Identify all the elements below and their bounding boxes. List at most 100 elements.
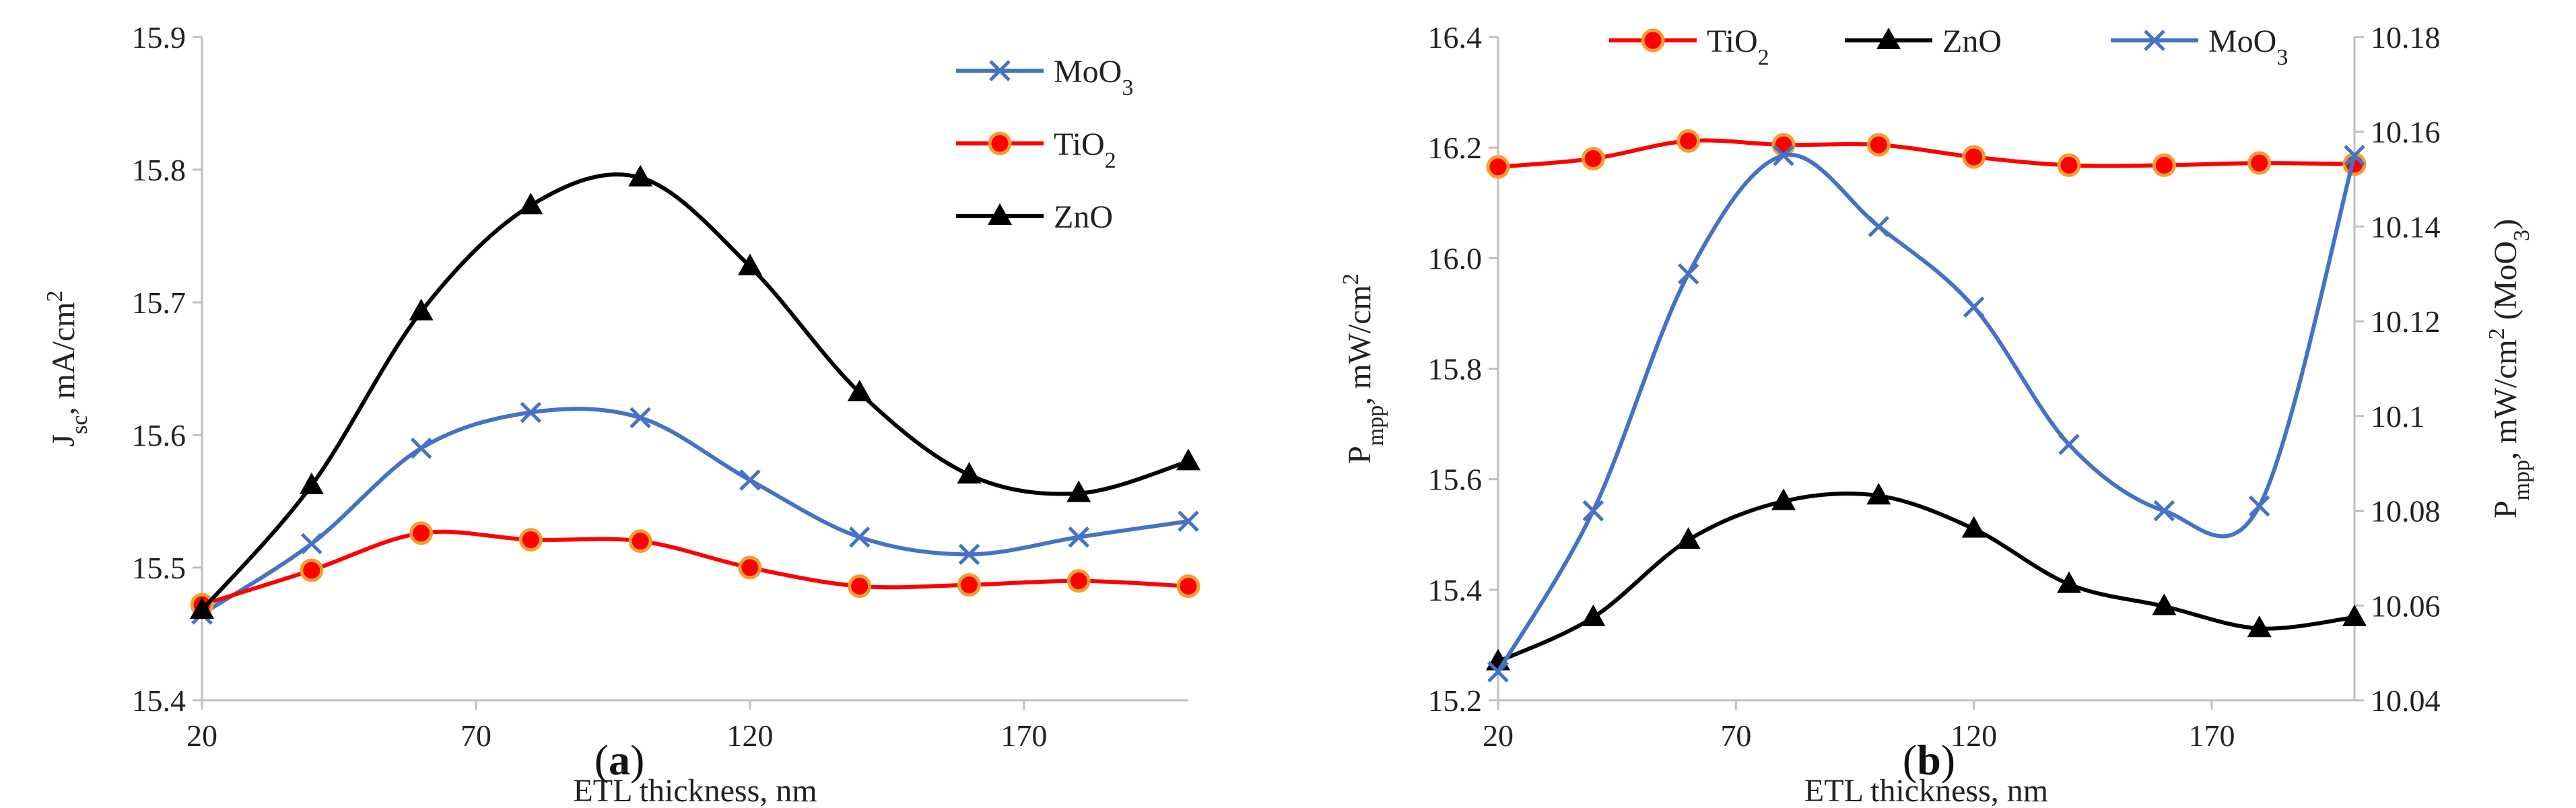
legend-label-moo3: MoO3 xyxy=(1054,54,1133,100)
legend-marker-tio2 xyxy=(1641,28,1665,53)
legend-label-tio2: TiO2 xyxy=(1707,24,1769,70)
data-point-moo3 xyxy=(739,469,761,491)
y2-axis-label: Pmpp, mW/cm2 (MoO3) xyxy=(2484,219,2534,518)
legend-item-moo3: MoO3 xyxy=(956,54,1133,100)
y2-tick-label: 10.12 xyxy=(2371,304,2441,339)
y-tick-label: 16.0 xyxy=(1428,241,1483,275)
chart-panel-a: 15.4 15.5 15.6 15.7 15.8 15.9 20 70 120 170 ETL th… xyxy=(42,20,1200,808)
y2-tick-label: 10.1 xyxy=(2371,399,2425,434)
legend-marker-moo3 xyxy=(989,60,1011,81)
x-axis-label: ETL thickness, nm xyxy=(1804,773,2048,808)
data-point-zno xyxy=(190,597,214,619)
data-point-moo3 xyxy=(958,543,980,566)
x-tick-label: 170 xyxy=(1001,718,1047,753)
y-tick-label: 15.4 xyxy=(132,683,187,718)
panel-caption: (b) xyxy=(1903,736,1955,784)
legend-label-moo3: MoO3 xyxy=(2208,24,2288,70)
series-tio2 xyxy=(190,521,1200,617)
y2-tick-label: 10.18 xyxy=(2371,20,2441,55)
data-point-zno xyxy=(1866,483,1891,505)
y-tick-label: 15.5 xyxy=(132,551,187,585)
data-point-tio2 xyxy=(518,528,543,552)
legend-item-zno: ZnO xyxy=(1845,24,2002,59)
y-tick-label: 15.6 xyxy=(1428,463,1483,497)
y2-tick-label: 10.04 xyxy=(2371,683,2441,718)
y-tick-label: 16.2 xyxy=(1428,131,1483,165)
data-point-moo3 xyxy=(2344,145,2365,166)
data-point-tio2 xyxy=(2152,153,2176,177)
series-zno xyxy=(1486,483,2367,671)
series-line-zno xyxy=(1497,491,2355,664)
data-point-zno xyxy=(628,164,653,187)
data-point-tio2 xyxy=(848,574,872,599)
x-tick-label: 20 xyxy=(1483,718,1514,753)
y-tick-label: 15.8 xyxy=(1428,352,1483,386)
legend-marker-zno xyxy=(988,203,1012,225)
data-point-moo3 xyxy=(1582,500,1604,522)
series-line-moo3 xyxy=(201,407,1189,616)
series-line-tio2 xyxy=(201,529,1189,607)
data-point-zno xyxy=(1676,527,1701,549)
y-tick-label: 15.7 xyxy=(132,285,187,320)
data-point-tio2 xyxy=(2247,151,2272,175)
x-axis-label: ETL thickness, nm xyxy=(573,773,817,808)
x-tick-label: 70 xyxy=(1720,718,1751,753)
data-point-tio2 xyxy=(1066,569,1091,593)
data-point-moo3 xyxy=(2248,495,2270,517)
data-point-zno xyxy=(1771,488,1796,510)
data-point-tio2 xyxy=(1771,133,1796,157)
panel-caption: (a) xyxy=(595,736,645,784)
y2-tick-label: 10.14 xyxy=(2371,209,2441,244)
data-point-moo3 xyxy=(520,401,542,424)
data-point-moo3 xyxy=(1773,145,1794,166)
y-tick-label: 15.6 xyxy=(132,418,187,452)
data-point-tio2 xyxy=(1176,574,1200,599)
series-line-moo3 xyxy=(1496,152,2357,673)
data-point-zno xyxy=(1581,604,1606,626)
data-point-zno xyxy=(409,298,434,321)
data-point-moo3 xyxy=(1178,510,1199,532)
y-tick-label: 16.4 xyxy=(1428,20,1483,55)
data-point-tio2 xyxy=(1962,145,1986,169)
legend-item-tio2: TiO2 xyxy=(1609,24,1769,70)
legend-item-tio2: TiO2 xyxy=(956,127,1116,173)
data-point-zno xyxy=(1961,516,1986,538)
y-tick-label: 15.4 xyxy=(1428,573,1483,607)
data-point-zno xyxy=(1066,480,1091,502)
y-tick-label: 15.8 xyxy=(132,153,187,187)
data-point-zno xyxy=(737,253,762,275)
y2-tick-label: 10.16 xyxy=(2371,115,2441,149)
data-point-tio2 xyxy=(300,558,324,582)
chart-panel-b: 15.2 15.4 15.6 15.8 16.0 16.2 16.4 10.04 10.06 10… xyxy=(1338,20,2534,808)
series-line-tio2 xyxy=(1497,138,2355,169)
series-zno xyxy=(190,164,1200,619)
x-tick-label: 120 xyxy=(1951,718,1997,753)
data-point-moo3 xyxy=(1487,661,1509,683)
legend-marker-zno xyxy=(1876,28,1901,49)
data-point-tio2 xyxy=(2057,153,2081,177)
y2-tick-label: 10.06 xyxy=(2371,588,2441,623)
legend-label-tio2: TiO2 xyxy=(1054,127,1116,173)
data-point-zno xyxy=(518,193,543,215)
legend-marker-tio2 xyxy=(988,131,1012,156)
data-point-tio2 xyxy=(1581,147,1605,171)
data-point-zno xyxy=(299,472,324,494)
data-point-moo3 xyxy=(630,407,651,429)
series-line-zno xyxy=(200,172,1189,611)
data-point-moo3 xyxy=(848,526,871,548)
data-point-tio2 xyxy=(957,573,981,597)
data-point-tio2 xyxy=(409,521,434,545)
legend-item-zno: ZnO xyxy=(956,199,1113,235)
series-moo3 xyxy=(1487,145,2365,683)
data-point-zno xyxy=(2152,593,2177,615)
y-axis-label: Pmpp, mW/cm2 xyxy=(1338,273,1388,464)
data-point-moo3 xyxy=(410,437,432,459)
data-point-zno xyxy=(2342,604,2367,626)
data-point-zno xyxy=(847,379,872,401)
y-tick-label: 15.2 xyxy=(1428,683,1483,718)
data-point-zno xyxy=(957,462,982,484)
data-point-tio2 xyxy=(1866,133,1891,157)
data-point-zno xyxy=(1176,448,1200,471)
data-point-moo3 xyxy=(1963,296,1985,318)
